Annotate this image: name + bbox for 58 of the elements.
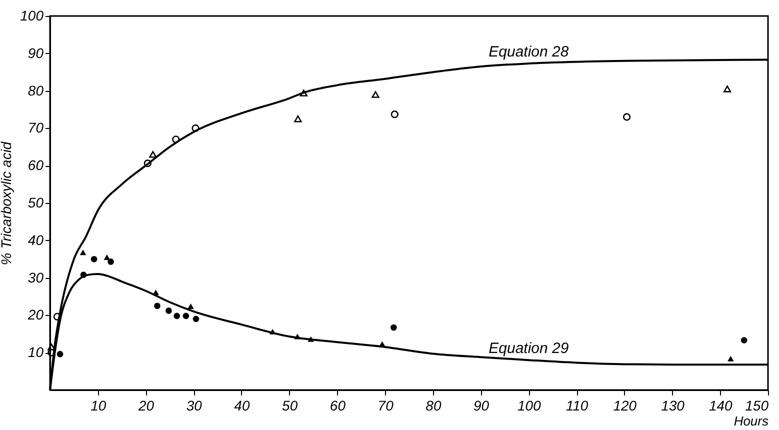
point	[149, 150, 157, 158]
y-tick-label: 20	[26, 306, 44, 323]
x-tick-label: 100	[517, 398, 542, 414]
series-label: Equation 28	[488, 44, 570, 60]
x-tick-label: 80	[426, 398, 442, 414]
point	[104, 254, 110, 260]
point	[390, 110, 398, 118]
x-tick-label: 130	[661, 398, 685, 414]
point	[622, 113, 631, 121]
x-tick-label: 10	[90, 398, 106, 414]
series-label: Equation 29	[488, 340, 570, 358]
point	[144, 160, 152, 168]
y-tick-label: 80	[28, 82, 44, 98]
x-axis-title: Hours	[734, 414, 769, 428]
point	[80, 250, 86, 256]
point	[740, 337, 748, 344]
y-tick-label: 40	[28, 232, 44, 248]
x-tick-label: 60	[330, 398, 346, 414]
x-tick-label: 40	[234, 398, 250, 414]
point	[269, 328, 276, 334]
point	[728, 356, 734, 362]
point	[174, 312, 180, 320]
x-tick-label: 90	[474, 398, 490, 414]
x-tick-label: 140	[708, 398, 733, 414]
point	[372, 91, 380, 98]
point	[724, 86, 732, 92]
point	[172, 136, 180, 144]
point	[188, 303, 194, 309]
y-tick-label: 100	[20, 8, 44, 24]
point	[192, 316, 200, 322]
y-axis-title: % Tricarboxylic acid	[0, 140, 14, 266]
point	[56, 350, 64, 358]
point	[182, 312, 190, 320]
x-tick-label: 120	[613, 398, 637, 414]
point	[308, 336, 314, 342]
y-tick-label: 60	[28, 157, 44, 174]
point	[80, 272, 87, 278]
point	[390, 324, 397, 331]
point	[294, 115, 302, 122]
y-tick-label: 10	[28, 344, 44, 360]
point	[294, 334, 301, 340]
x-tick-label: 110	[566, 398, 588, 414]
y-tick-label: 90	[28, 44, 44, 61]
x-tick-label: 50	[282, 398, 298, 414]
y-tick-label: 30	[28, 269, 44, 286]
x-tick-label: 70	[378, 398, 394, 414]
point	[154, 302, 160, 310]
point	[152, 290, 159, 296]
point	[192, 124, 200, 132]
point	[300, 90, 308, 96]
y-tick-label: 70	[28, 120, 44, 136]
x-tick-label: 20	[137, 398, 154, 414]
point	[166, 308, 172, 314]
point	[108, 258, 114, 265]
point	[90, 256, 98, 262]
x-tick-label: 30	[186, 398, 202, 414]
x-tick-label: 150	[745, 398, 769, 414]
y-tick-label: 50	[28, 194, 44, 210]
